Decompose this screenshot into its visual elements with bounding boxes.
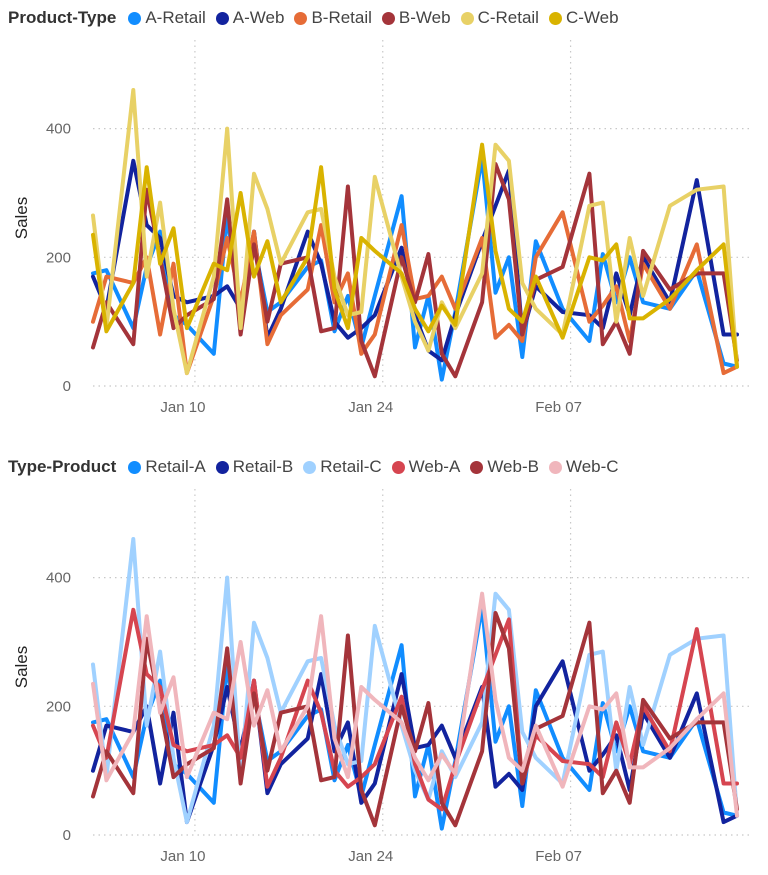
series-line-c-web [91, 142, 739, 369]
legend-marker [391, 460, 405, 474]
legend-marker [381, 11, 395, 25]
y-tick-label: 400 [46, 121, 71, 138]
legend-title: Product-Type [8, 8, 117, 27]
series-line-web-c [91, 591, 739, 818]
chart-type-product: Type-Product Retail-A Retail-B Retail-C Web… [0, 449, 768, 875]
y-tick-label: 0 [63, 827, 71, 844]
legend-label: Retail-C [320, 457, 382, 476]
legend-item[interactable]: C-Retail [460, 8, 539, 28]
legend-label: B-Web [398, 8, 451, 27]
legend-marker [460, 11, 474, 25]
line-chart: 0 200 400 Jan 10 Jan 24 Feb 07 Sales [12, 489, 749, 865]
legend-item[interactable]: A-Retail [128, 8, 206, 28]
legend-item[interactable]: Web-B [470, 457, 539, 477]
series-line-web-a [91, 607, 739, 812]
legend-label: Web-A [408, 457, 461, 476]
chart-product-type: Product-Type A-Retail A-Web B-Retail B-Web C… [8, 6, 749, 416]
legend-label: Retail-A [145, 457, 206, 476]
y-tick-label: 0 [63, 378, 71, 395]
legend-label: B-Retail [311, 8, 372, 27]
legend-items: Retail-A Retail-B Retail-C Web-A Web-B Web-C [128, 457, 628, 477]
legend-label: Web-C [565, 457, 619, 476]
legend-title: Type-Product [8, 457, 117, 476]
legend-label: Web-B [487, 457, 539, 476]
legend-marker [128, 460, 142, 474]
legend-item[interactable]: B-Web [381, 8, 451, 28]
legend-marker [294, 11, 308, 25]
legend-marker [215, 460, 229, 474]
legend-item[interactable]: Web-C [548, 457, 619, 477]
legend-marker [215, 11, 229, 25]
y-axis-title: Sales [12, 646, 31, 689]
legend-label: A-Retail [145, 8, 206, 27]
legend-item[interactable]: Retail-B [215, 457, 294, 477]
y-tick-label: 200 [46, 249, 71, 266]
y-tick-label: 200 [46, 698, 71, 715]
legend-item[interactable]: C-Web [548, 8, 619, 28]
x-tick-label: Jan 24 [348, 399, 393, 416]
legend: Product-Type A-Retail A-Web B-Retail B-Web C… [8, 6, 629, 30]
y-axis-title: Sales [12, 197, 31, 240]
legend-label: C-Web [565, 8, 619, 27]
legend-item[interactable]: Web-A [391, 457, 461, 477]
legend-marker [470, 460, 484, 474]
x-tick-label: Feb 07 [535, 848, 582, 865]
legend-marker [128, 11, 142, 25]
x-tick-label: Feb 07 [535, 399, 582, 416]
y-tick-label: 400 [46, 570, 71, 587]
line-chart: 0 200 400 Jan 10 Jan 24 Feb 07 Sales [12, 40, 749, 416]
legend-label: Retail-B [232, 457, 294, 476]
x-tick-label: Jan 24 [348, 848, 393, 865]
legend-label: C-Retail [477, 8, 539, 27]
x-tick-label: Jan 10 [160, 848, 205, 865]
legend-marker [303, 460, 317, 474]
legend-marker [548, 11, 562, 25]
legend: Type-Product Retail-A Retail-B Retail-C Web… [8, 455, 629, 479]
legend-item[interactable]: B-Retail [294, 8, 372, 28]
legend-items: A-Retail A-Web B-Retail B-Web C-Retail C-Web [128, 8, 628, 28]
legend-item[interactable]: Retail-A [128, 457, 206, 477]
legend-item[interactable]: Retail-C [303, 457, 382, 477]
legend-marker [548, 460, 562, 474]
legend-item[interactable]: A-Web [215, 8, 285, 28]
x-tick-label: Jan 10 [160, 399, 205, 416]
legend-label: A-Web [232, 8, 285, 27]
